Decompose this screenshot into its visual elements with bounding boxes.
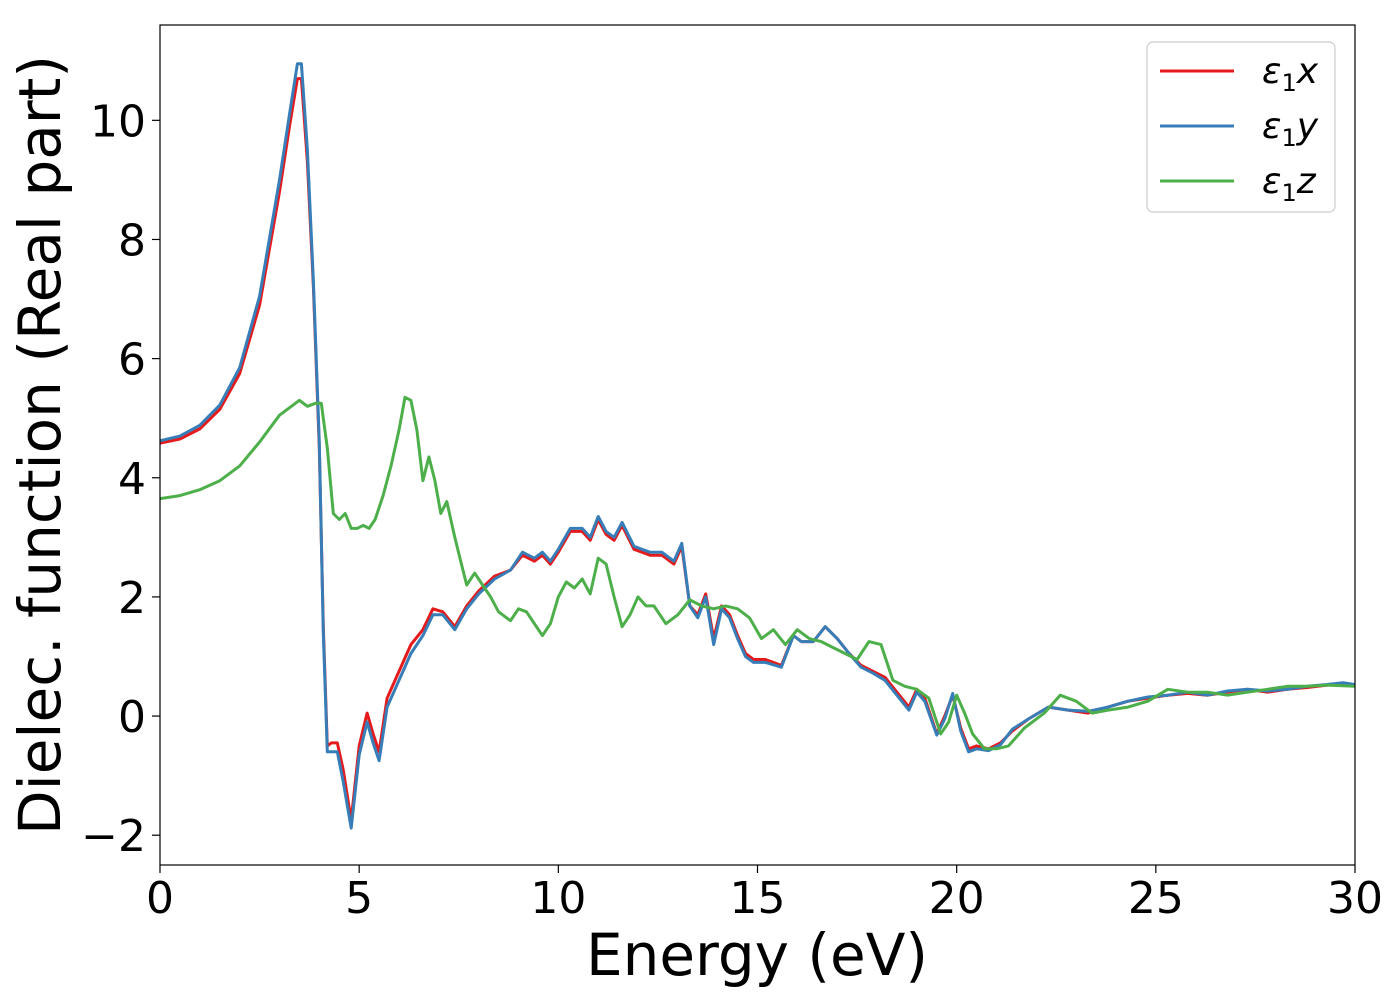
y-tick-label: 2	[118, 573, 146, 624]
y-tick-label: −2	[81, 811, 146, 862]
series-line-z	[160, 395, 1355, 751]
y-tick-label: 8	[118, 215, 146, 266]
series-line-y	[160, 62, 1355, 830]
x-tick-label: 10	[530, 873, 586, 924]
y-tick-label: 10	[90, 96, 146, 147]
y-axis: −2 0 2 4 6 8 10	[81, 96, 160, 862]
x-tick-label: 0	[146, 873, 174, 924]
legend-item-y: ε1y	[1160, 106, 1319, 152]
legend-box	[1146, 41, 1336, 213]
legend-label: ε1x	[1262, 51, 1319, 97]
x-tick-label: 25	[1128, 873, 1184, 924]
x-tick-label: 20	[929, 873, 985, 924]
legend-item-x: ε1x	[1160, 51, 1319, 97]
legend-item-z: ε1z	[1160, 161, 1317, 207]
x-axis: 0 5 10 15 20 25 30	[146, 865, 1383, 924]
legend: ε1x ε1y ε1z	[1146, 41, 1336, 213]
y-tick-label: 6	[118, 335, 146, 386]
legend-label: ε1z	[1262, 161, 1317, 207]
y-tick-label: 4	[118, 454, 146, 505]
x-tick-label: 30	[1327, 873, 1383, 924]
series-layer	[160, 62, 1355, 830]
y-tick-label: 0	[118, 692, 146, 743]
y-axis-title: Dielec. function (Real part)	[6, 55, 74, 835]
x-tick-label: 5	[345, 873, 373, 924]
x-axis-title: Energy (eV)	[586, 921, 928, 989]
x-tick-label: 15	[730, 873, 786, 924]
legend-label: ε1y	[1262, 106, 1319, 152]
